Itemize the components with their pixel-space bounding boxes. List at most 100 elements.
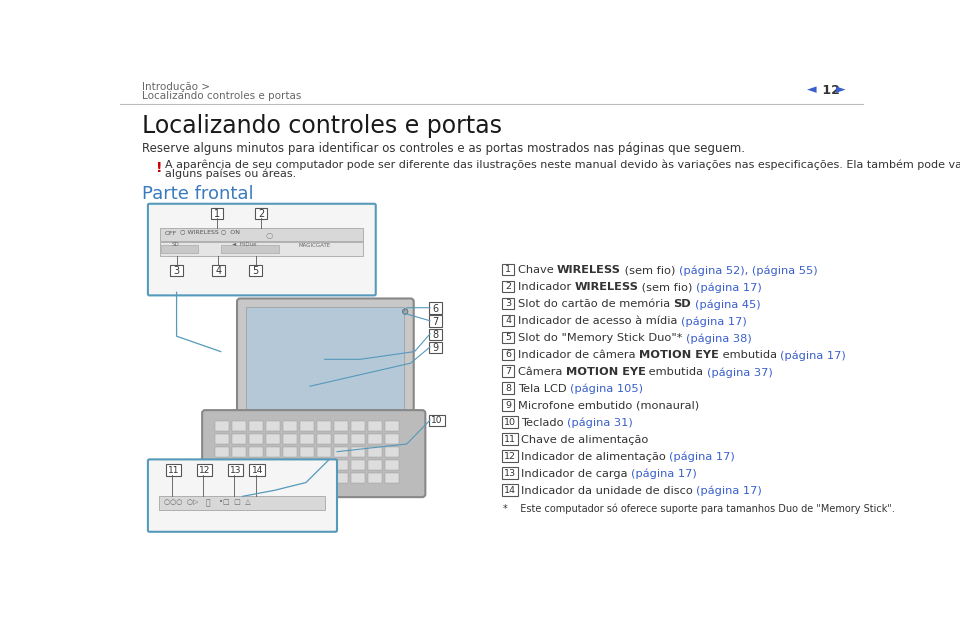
Bar: [351, 460, 365, 470]
Text: ⏻: ⏻: [205, 498, 210, 508]
Bar: [266, 434, 279, 444]
Bar: [334, 421, 348, 431]
Text: (página 17): (página 17): [669, 452, 735, 462]
FancyBboxPatch shape: [148, 459, 337, 532]
Text: 4: 4: [215, 266, 222, 276]
Text: 2: 2: [505, 282, 512, 291]
Text: 11: 11: [504, 435, 516, 444]
Text: Indicador: Indicador: [517, 282, 574, 292]
FancyBboxPatch shape: [254, 208, 267, 219]
Text: Slot do "Memory Stick Duo"*: Slot do "Memory Stick Duo"*: [517, 333, 685, 343]
Bar: [221, 246, 278, 253]
Bar: [368, 434, 382, 444]
FancyBboxPatch shape: [429, 342, 442, 353]
Text: 11: 11: [168, 466, 180, 474]
Bar: [249, 473, 263, 483]
Text: 14: 14: [252, 466, 263, 474]
Text: 6: 6: [432, 304, 439, 314]
Text: 4: 4: [505, 316, 512, 325]
Text: 5: 5: [252, 266, 259, 276]
Text: (página 17): (página 17): [696, 485, 762, 496]
Text: (página 31): (página 31): [567, 418, 633, 428]
Bar: [300, 447, 314, 457]
Bar: [249, 460, 263, 470]
Bar: [334, 447, 348, 457]
Text: (página 105): (página 105): [570, 384, 643, 394]
Text: ◄  HiDue: ◄ HiDue: [231, 242, 256, 247]
Text: Indicador de carga: Indicador de carga: [520, 469, 631, 479]
FancyBboxPatch shape: [502, 399, 515, 411]
Text: 5: 5: [505, 333, 512, 342]
Bar: [300, 460, 314, 470]
Text: (página 17): (página 17): [780, 350, 846, 361]
Text: alguns países ou áreas.: alguns países ou áreas.: [165, 169, 297, 179]
Text: 1: 1: [505, 265, 512, 275]
Bar: [300, 421, 314, 431]
Text: 9: 9: [432, 343, 439, 353]
Text: ►: ►: [836, 84, 846, 97]
Bar: [263, 486, 325, 491]
Text: Chave: Chave: [517, 265, 557, 275]
Bar: [214, 421, 228, 431]
Text: (página 52), (página 55): (página 52), (página 55): [679, 265, 818, 276]
Bar: [283, 460, 297, 470]
FancyBboxPatch shape: [502, 365, 515, 377]
Text: 2: 2: [258, 209, 264, 219]
Bar: [351, 447, 365, 457]
FancyBboxPatch shape: [502, 383, 515, 394]
FancyBboxPatch shape: [502, 332, 515, 343]
Text: (página 38): (página 38): [685, 333, 752, 343]
Bar: [351, 473, 365, 483]
FancyBboxPatch shape: [502, 314, 515, 326]
Bar: [317, 473, 331, 483]
Bar: [317, 460, 331, 470]
Bar: [317, 434, 331, 444]
Bar: [351, 434, 365, 444]
Text: MOTION EYE: MOTION EYE: [565, 367, 645, 377]
FancyBboxPatch shape: [250, 265, 262, 276]
Bar: [214, 473, 228, 483]
Bar: [385, 447, 399, 457]
Bar: [249, 421, 263, 431]
Bar: [266, 421, 279, 431]
Text: A aparência de seu computador pode ser diferente das ilustrações neste manual de: A aparência de seu computador pode ser d…: [165, 159, 960, 170]
FancyBboxPatch shape: [210, 208, 223, 219]
FancyBboxPatch shape: [502, 298, 515, 309]
FancyBboxPatch shape: [502, 450, 517, 462]
Text: SD: SD: [172, 242, 180, 247]
Text: 8: 8: [432, 330, 439, 340]
Text: Indicador da unidade de disco: Indicador da unidade de disco: [520, 485, 696, 495]
Bar: [317, 421, 331, 431]
Text: (página 17): (página 17): [696, 282, 762, 293]
Bar: [385, 460, 399, 470]
Bar: [334, 434, 348, 444]
Text: 14: 14: [504, 485, 516, 495]
Bar: [283, 434, 297, 444]
Bar: [300, 473, 314, 483]
FancyBboxPatch shape: [502, 281, 515, 292]
Bar: [249, 447, 263, 457]
Text: ◄: ◄: [806, 84, 816, 97]
Text: Indicador de alimentação: Indicador de alimentação: [520, 452, 669, 462]
Text: Tela LCD: Tela LCD: [517, 384, 570, 394]
Text: 7: 7: [505, 367, 512, 376]
Text: Reserve alguns minutos para identificar os controles e as portas mostrados nas p: Reserve alguns minutos para identificar …: [142, 142, 745, 155]
Bar: [160, 242, 363, 256]
FancyBboxPatch shape: [429, 303, 442, 314]
FancyBboxPatch shape: [429, 316, 442, 327]
Text: 12: 12: [504, 452, 516, 461]
FancyBboxPatch shape: [502, 348, 515, 360]
Text: OFF: OFF: [165, 231, 178, 236]
Bar: [247, 307, 403, 418]
Bar: [317, 447, 331, 457]
FancyBboxPatch shape: [502, 264, 515, 275]
FancyBboxPatch shape: [203, 410, 425, 497]
Text: Introdução >: Introdução >: [142, 82, 209, 92]
Bar: [214, 460, 228, 470]
Bar: [231, 447, 246, 457]
FancyBboxPatch shape: [429, 415, 444, 427]
FancyBboxPatch shape: [502, 484, 517, 495]
Text: (página 17): (página 17): [681, 316, 746, 327]
Text: embutida: embutida: [719, 350, 780, 360]
Text: ○ WIRELESS ○  ON: ○ WIRELESS ○ ON: [180, 229, 240, 234]
